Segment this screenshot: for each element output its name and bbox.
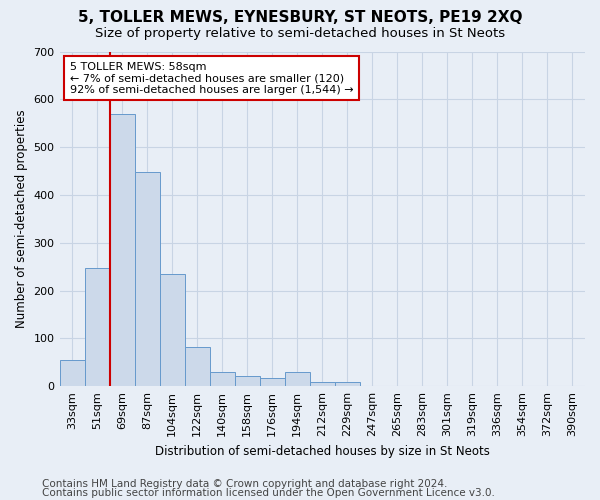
Text: Contains HM Land Registry data © Crown copyright and database right 2024.: Contains HM Land Registry data © Crown c…: [42, 479, 448, 489]
Bar: [134, 172, 160, 386]
Text: Size of property relative to semi-detached houses in St Neots: Size of property relative to semi-detach…: [95, 28, 505, 40]
Text: Contains public sector information licensed under the Open Government Licence v3: Contains public sector information licen…: [42, 488, 495, 498]
Bar: [59, 360, 85, 386]
X-axis label: Distribution of semi-detached houses by size in St Neots: Distribution of semi-detached houses by …: [155, 444, 490, 458]
Bar: [209, 372, 235, 386]
Bar: [335, 382, 360, 386]
Bar: [85, 268, 110, 386]
Bar: [310, 382, 335, 386]
Y-axis label: Number of semi-detached properties: Number of semi-detached properties: [15, 110, 28, 328]
Text: 5, TOLLER MEWS, EYNESBURY, ST NEOTS, PE19 2XQ: 5, TOLLER MEWS, EYNESBURY, ST NEOTS, PE1…: [78, 10, 522, 25]
Bar: [260, 378, 285, 386]
Text: 5 TOLLER MEWS: 58sqm
← 7% of semi-detached houses are smaller (120)
92% of semi-: 5 TOLLER MEWS: 58sqm ← 7% of semi-detach…: [70, 62, 353, 94]
Bar: [110, 114, 134, 386]
Bar: [285, 372, 310, 386]
Bar: [185, 347, 209, 386]
Bar: [160, 274, 185, 386]
Bar: [235, 376, 260, 386]
